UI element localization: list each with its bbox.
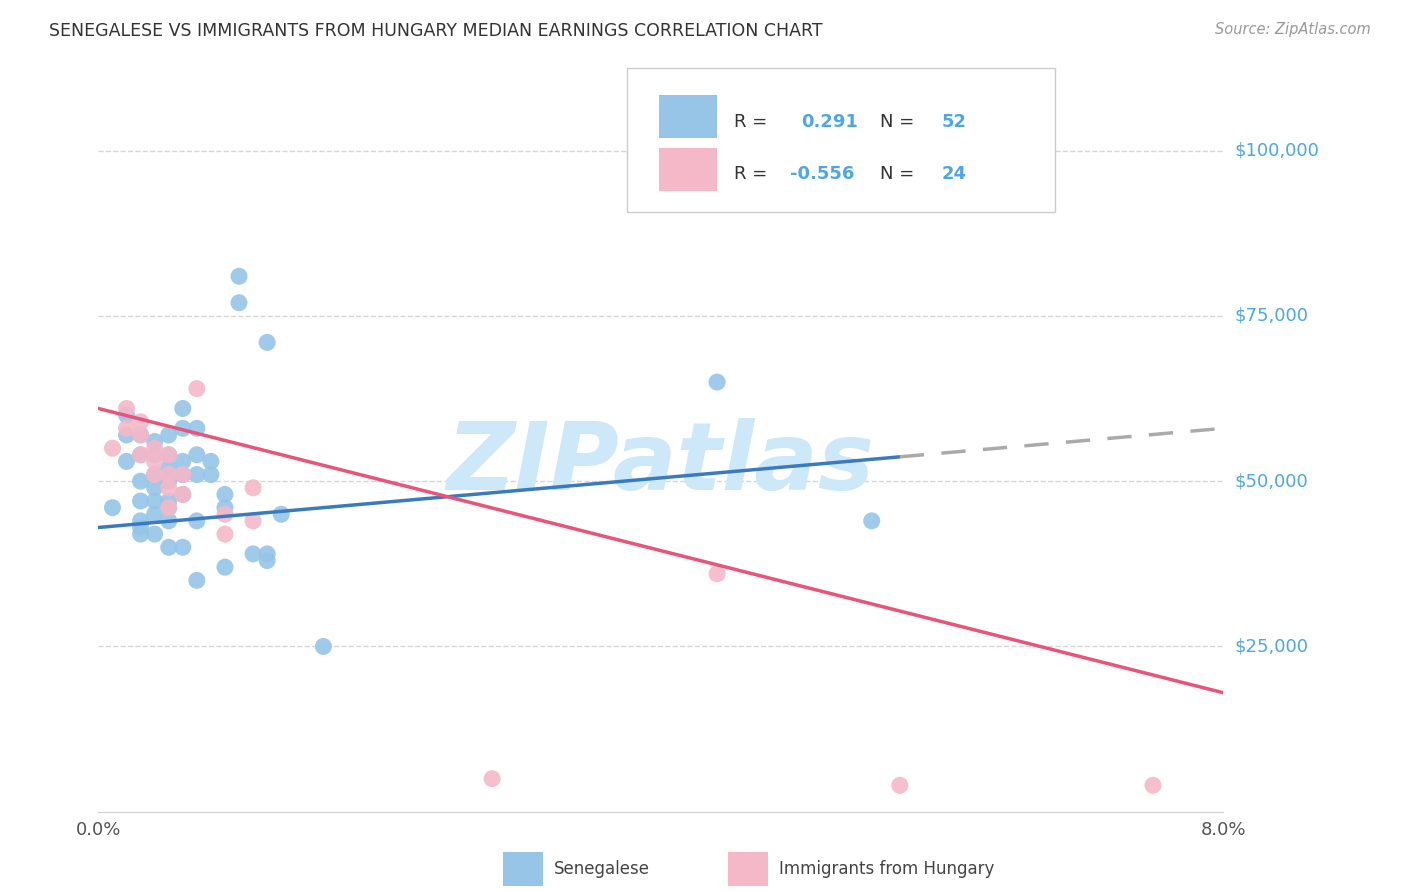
Point (157, 461, 180, 475)
Text: ZIPatlas: ZIPatlas (447, 417, 875, 509)
Text: $50,000: $50,000 (1234, 472, 1308, 491)
Point (143, 481, 166, 495)
Point (214, 527, 236, 541)
Point (214, 508, 236, 522)
Point (157, 428, 180, 442)
Point (186, 514, 208, 528)
Point (115, 401, 138, 416)
Point (1142, 778, 1164, 792)
Point (860, 514, 883, 528)
Point (157, 481, 180, 495)
Point (129, 514, 152, 528)
Text: Immigrants from Hungary: Immigrants from Hungary (779, 861, 994, 879)
Point (889, 778, 911, 792)
Point (101, 500, 124, 515)
Point (143, 508, 166, 522)
Point (129, 448, 152, 462)
Point (157, 448, 180, 462)
Point (129, 474, 152, 488)
Bar (503, 853, 543, 886)
Point (312, 640, 335, 654)
Point (228, 295, 250, 310)
Bar (728, 853, 768, 886)
Point (242, 514, 264, 528)
Text: $75,000: $75,000 (1234, 307, 1309, 325)
Bar (658, 95, 717, 138)
Point (157, 494, 180, 508)
Point (143, 494, 166, 508)
Point (143, 454, 166, 468)
Text: 0.291: 0.291 (801, 112, 858, 131)
Point (129, 428, 152, 442)
Point (172, 487, 194, 501)
Point (143, 467, 166, 482)
Point (172, 541, 194, 555)
Point (172, 467, 194, 482)
Point (157, 474, 180, 488)
Point (186, 382, 208, 396)
Text: N =: N = (880, 164, 920, 183)
Point (143, 434, 166, 449)
Text: R =: R = (734, 164, 773, 183)
Point (143, 441, 166, 455)
Point (214, 560, 236, 574)
Point (129, 448, 152, 462)
Point (706, 566, 728, 581)
Text: -0.556: -0.556 (790, 164, 855, 183)
Point (172, 487, 194, 501)
Point (242, 481, 264, 495)
Point (101, 441, 124, 455)
Text: N =: N = (880, 112, 920, 131)
Point (228, 269, 250, 284)
Point (200, 467, 222, 482)
Text: R =: R = (734, 112, 773, 131)
Bar (658, 148, 717, 191)
Text: $25,000: $25,000 (1234, 638, 1309, 656)
Point (129, 415, 152, 429)
Text: Senegalese: Senegalese (554, 861, 650, 879)
Point (172, 401, 194, 416)
Point (186, 421, 208, 435)
Point (143, 527, 166, 541)
Point (186, 574, 208, 588)
Point (481, 772, 503, 786)
Point (115, 421, 138, 435)
Point (256, 335, 278, 350)
Point (186, 448, 208, 462)
Point (214, 500, 236, 515)
Point (172, 454, 194, 468)
Point (706, 375, 728, 389)
Point (172, 467, 194, 482)
Point (129, 428, 152, 442)
Point (115, 408, 138, 422)
Point (129, 527, 152, 541)
Point (157, 500, 180, 515)
Point (157, 514, 180, 528)
Point (200, 454, 222, 468)
Point (157, 467, 180, 482)
Point (256, 547, 278, 561)
Point (157, 500, 180, 515)
Point (129, 520, 152, 534)
Point (172, 421, 194, 435)
Point (256, 553, 278, 567)
Text: 24: 24 (942, 164, 967, 183)
Point (214, 487, 236, 501)
Point (143, 467, 166, 482)
Text: 52: 52 (942, 112, 967, 131)
Point (157, 541, 180, 555)
Text: Source: ZipAtlas.com: Source: ZipAtlas.com (1215, 22, 1371, 37)
Point (270, 508, 292, 522)
Text: SENEGALESE VS IMMIGRANTS FROM HUNGARY MEDIAN EARNINGS CORRELATION CHART: SENEGALESE VS IMMIGRANTS FROM HUNGARY ME… (49, 22, 823, 40)
Point (143, 448, 166, 462)
Point (186, 467, 208, 482)
Point (157, 448, 180, 462)
Point (115, 454, 138, 468)
Text: $100,000: $100,000 (1234, 142, 1319, 160)
Point (129, 494, 152, 508)
FancyBboxPatch shape (627, 68, 1054, 212)
Point (242, 547, 264, 561)
Point (115, 428, 138, 442)
